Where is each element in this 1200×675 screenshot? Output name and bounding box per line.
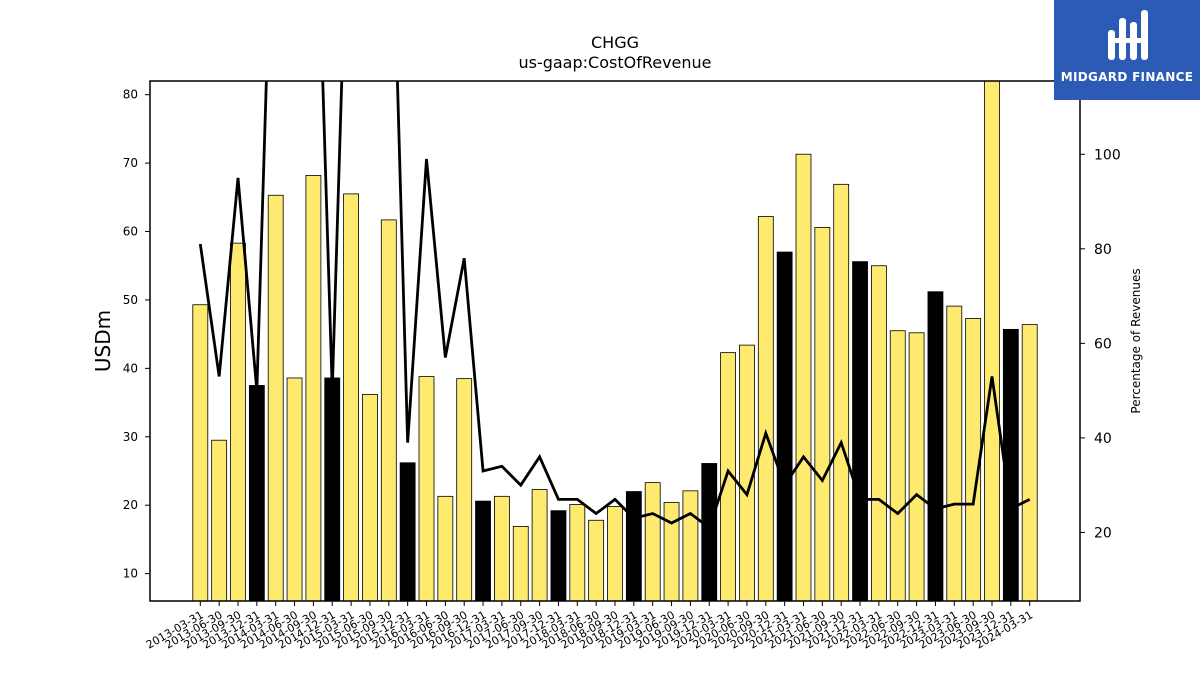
left-axis-ticks: 10 20 30 40 50 60 70 80 [123,88,150,581]
left-tick-label: 50 [123,293,138,307]
y-axis-label: USDm [91,310,115,372]
right-axis-ticks: 20 40 60 80 100 [1080,147,1121,541]
left-tick-label: 60 [123,225,138,239]
bar [814,227,831,602]
left-tick-label: 80 [123,88,138,102]
bar [927,291,944,602]
right-tick-label: 60 [1094,336,1112,352]
bar [569,504,586,602]
line-group [198,81,1031,531]
bar [776,251,793,602]
brand-logo: MIDGARD FINANCE [1054,0,1200,100]
bar [588,519,605,602]
bar [607,506,623,602]
left-tick-label: 30 [123,430,138,444]
bar [475,500,491,602]
right-tick-label: 40 [1094,431,1112,447]
bar [889,330,906,602]
bar [418,376,435,602]
right-tick-label: 20 [1094,525,1112,541]
bar [795,153,812,602]
bar [493,495,510,602]
bar [1021,324,1038,602]
bar [852,261,868,602]
bar [757,216,774,602]
bar [267,194,284,602]
bar [531,489,548,602]
bar [230,242,246,602]
bar [399,462,416,602]
bar [305,175,322,602]
bar [871,265,887,602]
bar [833,183,850,602]
left-tick-label: 10 [123,567,138,581]
line-series [198,81,1031,531]
right-tick-label: 80 [1094,242,1112,258]
bar [192,304,209,602]
left-tick-label: 40 [123,361,138,375]
bar [512,526,529,602]
bar [248,385,265,602]
left-tick-label: 20 [123,498,138,512]
bar [663,502,680,602]
y2-axis-label: Percentage of Revenues [1129,268,1143,413]
bar [380,219,397,602]
bar [211,439,228,602]
bar [984,80,1000,602]
bar [324,377,341,602]
bar [625,491,642,602]
bar [343,193,360,602]
chart-subtitle: us-gaap:CostOfRevenue [518,53,711,72]
bar [682,490,699,602]
bar-group [192,80,1038,602]
bar [437,495,454,602]
bar [644,482,661,602]
bar [550,510,567,602]
logo-mark-icon [1108,10,1148,60]
bar [701,463,718,602]
chart-title: CHGG [591,33,639,52]
bar [362,393,378,602]
left-tick-label: 70 [123,156,138,170]
logo-text: MIDGARD FINANCE [1060,70,1194,84]
bar [946,305,963,602]
right-tick-label: 100 [1094,147,1121,163]
bar [908,332,925,602]
x-axis-ticks: 2013-03-312013-06-302013-09-302013-12-31… [144,601,1035,652]
bar [286,377,303,602]
bar [456,378,473,602]
